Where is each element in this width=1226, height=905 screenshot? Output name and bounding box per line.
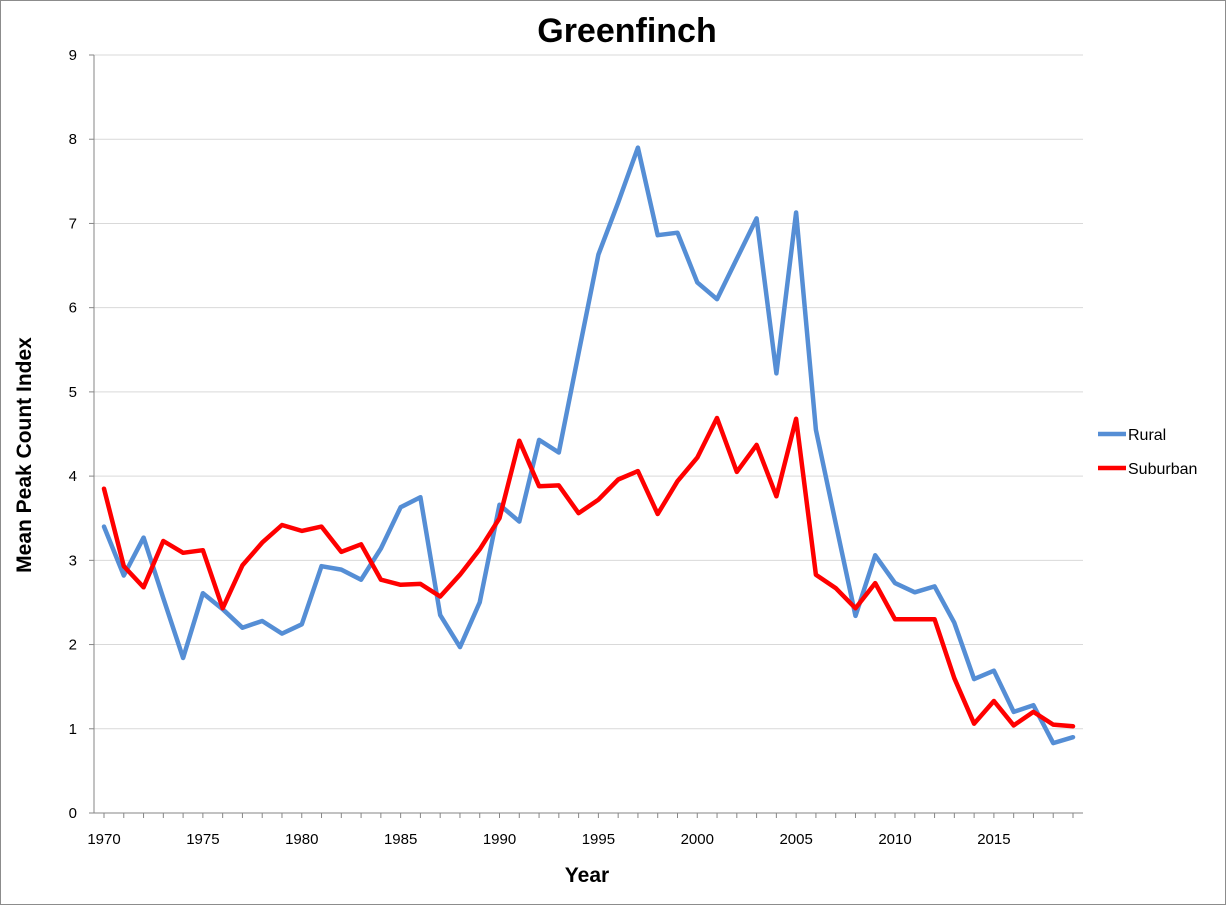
x-tick-label: 2015 <box>977 831 1010 848</box>
x-tick-label: 2010 <box>878 831 911 848</box>
y-tick-label: 3 <box>69 552 77 569</box>
series-line-suburban <box>101 415 1076 729</box>
y-tick-label: 9 <box>69 47 77 64</box>
x-tick-label: 1985 <box>384 831 417 848</box>
x-tick-label: 2005 <box>779 831 812 848</box>
y-tick-label: 2 <box>69 637 77 654</box>
y-tick-label: 8 <box>69 131 77 148</box>
series-lines <box>101 145 1076 746</box>
y-tick-label: 6 <box>69 300 77 317</box>
y-axis-title: Mean Peak Count Index <box>13 337 36 573</box>
y-tick-label: 7 <box>69 215 77 232</box>
x-tick-label: 1970 <box>87 831 120 848</box>
y-tick-label: 4 <box>69 468 77 485</box>
x-tick-label: 1990 <box>483 831 516 848</box>
x-tick-label: 1980 <box>285 831 318 848</box>
legend: Rural Suburban <box>1098 427 1197 478</box>
y-tick-label: 1 <box>69 721 77 738</box>
x-axis-title: Year <box>565 864 609 887</box>
x-tick-label: 1995 <box>582 831 615 848</box>
legend-label-rural: Rural <box>1128 427 1166 444</box>
y-tick-label: 0 <box>69 805 77 822</box>
y-tick-label: 5 <box>69 384 77 401</box>
axes <box>89 54 1083 818</box>
chart-title: Greenfinch <box>537 12 716 50</box>
series-line-rural <box>101 145 1076 746</box>
x-tick-label: 2000 <box>681 831 714 848</box>
tick-labels: 0 1 2 3 4 5 6 7 8 9 1970 1975 1980 1985 1990 1995 2000 20… <box>69 47 1011 848</box>
x-tick-label: 1975 <box>186 831 219 848</box>
legend-label-suburban: Suburban <box>1128 461 1197 478</box>
